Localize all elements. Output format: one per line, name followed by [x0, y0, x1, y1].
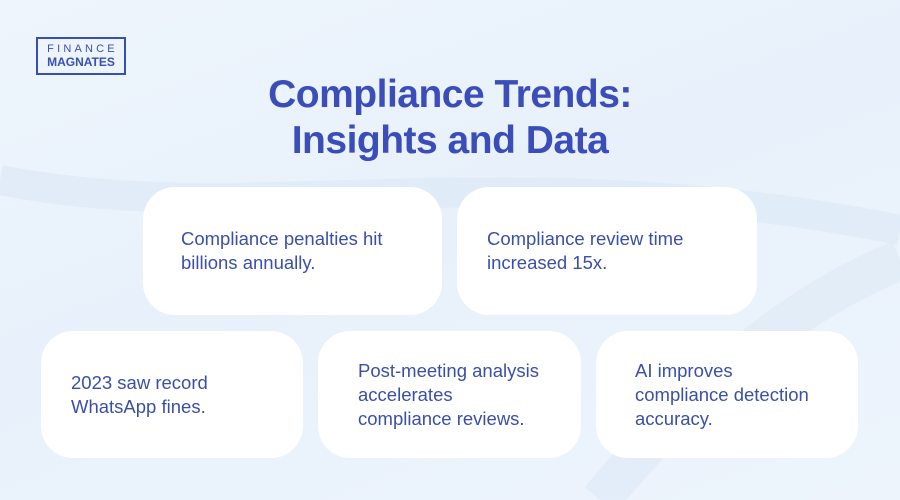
insight-card: AI improves compliance detection accurac… [596, 331, 858, 458]
title-line2: Insights and Data [291, 119, 609, 162]
title-line1: Compliance Trends: [268, 73, 632, 116]
finance-magnates-logo: FINANCE MAGNATES [36, 37, 126, 75]
card-text: Compliance penalties hit billions annual… [181, 228, 383, 273]
insight-card: Compliance review time increased 15x. [457, 187, 757, 315]
logo-line1: FINANCE [47, 43, 118, 55]
card-text: Compliance review time increased 15x. [487, 228, 684, 273]
insight-card: 2023 saw record WhatsApp fines. [41, 331, 303, 458]
page-title: Compliance Trends: Insights and Data [0, 72, 900, 164]
insight-card: Post-meeting analysis accelerates compli… [318, 331, 581, 458]
card-text: Post-meeting analysis accelerates compli… [358, 359, 539, 429]
card-text: AI improves compliance detection accurac… [635, 359, 809, 429]
insight-card: Compliance penalties hit billions annual… [143, 187, 442, 315]
card-text: 2023 saw record WhatsApp fines. [71, 371, 208, 417]
logo-line2: MAGNATES [47, 55, 115, 69]
